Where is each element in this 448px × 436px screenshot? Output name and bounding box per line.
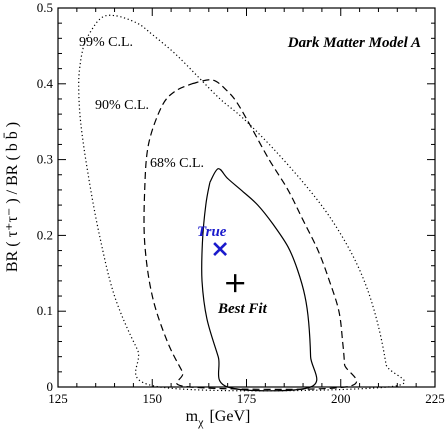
chart-title: Dark Matter Model A <box>287 35 421 51</box>
y-axis-label: BR ( τ⁺τ⁻ ) / BR ( b b̄ ) <box>3 122 21 272</box>
y-tick-label: 0.1 <box>37 303 53 318</box>
contour-68cl <box>201 168 318 392</box>
label-68cl: 68% C.L. <box>150 156 204 171</box>
fit-markers <box>213 242 245 293</box>
x-tick-label: 125 <box>48 391 68 406</box>
x-tick-label: 200 <box>331 391 351 406</box>
best-fit-marker <box>226 274 245 293</box>
contour-99cl <box>78 14 406 392</box>
y-tick-label: 0.2 <box>37 227 53 242</box>
x-tick-label: 175 <box>237 391 257 406</box>
y-tick-label: 0 <box>47 379 54 394</box>
y-tick-label: 0.5 <box>37 0 53 15</box>
label-90cl: 90% C.L. <box>95 98 149 113</box>
confidence-contours <box>78 14 406 392</box>
label-true: True <box>197 224 227 240</box>
y-tick-label: 0.3 <box>37 152 53 167</box>
x-tick-label: 150 <box>143 391 163 406</box>
axis-ticks: 125 150 175 200 225 0 0.1 0.2 0.3 0.4 0.5 <box>37 0 445 406</box>
contour-90cl <box>143 79 358 390</box>
label-99cl: 99% C.L. <box>79 35 133 50</box>
y-tick-label: 0.4 <box>37 76 54 91</box>
label-best-fit: Best Fit <box>217 301 268 317</box>
plot-frame <box>57 7 436 388</box>
true-value-marker <box>213 242 228 256</box>
x-tick-label: 225 <box>425 391 445 406</box>
x-axis-label: mχ [GeV] <box>186 408 251 429</box>
